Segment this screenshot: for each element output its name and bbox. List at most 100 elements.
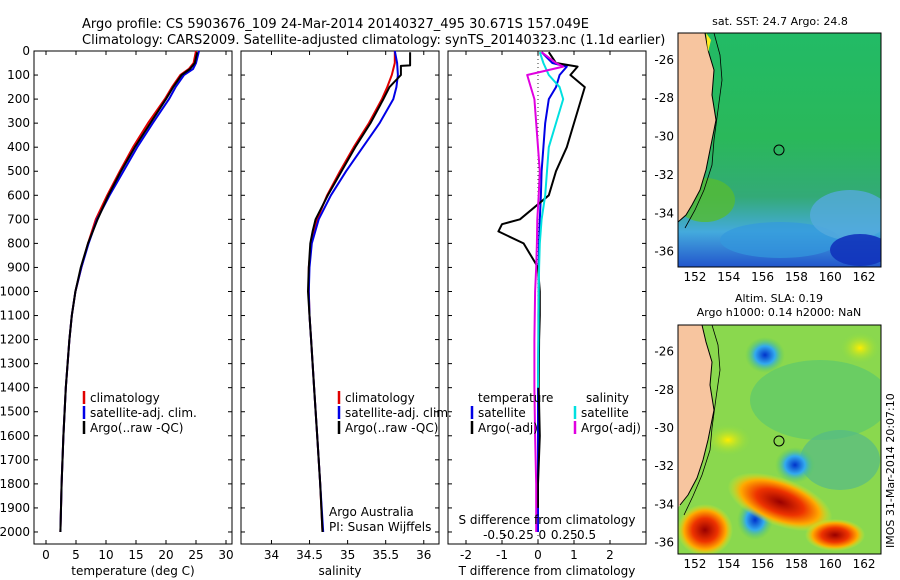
y-tick-label: 700 (7, 212, 30, 226)
pi-label: PI: Susan Wijffels (329, 520, 431, 534)
difference-xlabel-top: S difference from climatology (459, 513, 636, 527)
x-tick-label: 15 (128, 548, 143, 562)
map-x-tick-label: 152 (683, 557, 706, 571)
sst-map-image (678, 33, 881, 267)
x-tick-label: 0 (534, 548, 542, 562)
series-difference-temperature-argo-adj- (497, 51, 586, 508)
difference-legend: temperature salinity satellite Argo(-adj… (470, 391, 641, 435)
x-tick-label: 5 (72, 548, 80, 562)
series-difference-salinity-argo-adj- (526, 51, 565, 532)
y-tick-label: 500 (7, 164, 30, 178)
x-tick-label: 34 (264, 548, 279, 562)
y-tick-label: 1700 (0, 453, 30, 467)
argo-australia-label: Argo Australia (329, 505, 414, 519)
legend-label-satellite: satellite-adj. clim. (345, 406, 452, 420)
legend-title-temperature: temperature (478, 391, 553, 405)
axis-ticks: 0 5 10 15 20 25 300100200300400500600700800900… (0, 44, 876, 571)
x-tick-label: 2 (606, 548, 614, 562)
map-x-tick-label: 154 (717, 557, 740, 571)
title-line-1: Argo profile: CS 5903676_109 24-Mar-2014… (82, 17, 589, 32)
map-x-tick-label: 162 (853, 270, 876, 284)
sla-map-frame (677, 324, 882, 555)
map-y-tick-label: -36 (654, 536, 674, 550)
y-tick-label: 900 (7, 260, 30, 274)
y-tick-label: 1200 (0, 333, 30, 347)
legend-label-climatology: climatology (345, 391, 415, 405)
sla-map-title-2: Argo h1000: 0.14 h2000: NaN (697, 306, 862, 319)
map-x-tick-label: 152 (683, 270, 706, 284)
map-y-tick-label: -34 (654, 497, 674, 511)
legend-label-satellite: satellite-adj. clim. (90, 406, 197, 420)
x-tick-label: 36 (416, 548, 431, 562)
legend-label-s-satellite: satellite (581, 406, 629, 420)
y-tick-label: 1300 (0, 357, 30, 371)
y-tick-label: 300 (7, 116, 30, 130)
sst-map-title: sat. SST: 24.7 Argo: 24.8 (712, 15, 848, 28)
argo-position-marker (773, 144, 785, 156)
x-tick-label: 35 (340, 548, 355, 562)
series-salinity-satellite-adj-clim- (307, 50, 399, 533)
map-y-tick-label: -26 (654, 345, 674, 359)
map-y-tick-label: -34 (654, 206, 674, 220)
y-tick-label: 800 (7, 236, 30, 250)
map-x-tick-label: 162 (853, 557, 876, 571)
map-y-tick-label: -36 (654, 245, 674, 259)
y-tick-label: 100 (7, 68, 30, 82)
map-y-tick-label: -28 (654, 383, 674, 397)
map-y-tick-label: -28 (654, 91, 674, 105)
y-tick-label: 400 (7, 140, 30, 154)
x-tick-label: 34.5 (296, 548, 323, 562)
y-tick-label: 1800 (0, 477, 30, 491)
map-y-tick-label: -32 (654, 459, 674, 473)
x-tick-label: 1 (570, 548, 578, 562)
y-tick-label: 1100 (0, 309, 30, 323)
x-tick-label: 35.5 (372, 548, 399, 562)
map-y-tick-label: -30 (654, 130, 674, 144)
y-tick-label: 1000 (0, 284, 30, 298)
x-tick-label: -1 (496, 548, 508, 562)
legend-label-argo: Argo(..raw -QC) (90, 421, 183, 435)
legend-label-t-argo: Argo(-adj) (478, 421, 538, 435)
argo-position-marker (773, 435, 785, 447)
y-tick-label: 0 (22, 44, 30, 58)
chart-series (59, 50, 586, 544)
series-difference-temperature-satellite (537, 51, 568, 532)
x-top-tick-label: -0.25 (503, 528, 534, 542)
series-temperature-argo-raw-qc- (59, 51, 199, 533)
map-x-tick-label: 156 (751, 270, 774, 284)
map-y-tick-label: -30 (654, 421, 674, 435)
y-tick-label: 200 (7, 92, 30, 106)
y-tick-label: 600 (7, 188, 30, 202)
x-top-tick-label: 0 (538, 528, 546, 542)
x-tick-label: 20 (158, 548, 173, 562)
x-top-tick-label: 0.5 (577, 528, 596, 542)
x-tick-label: 0 (42, 548, 50, 562)
map-x-tick-label: 158 (785, 557, 808, 571)
series-salinity-argo-raw-qc- (307, 52, 412, 533)
x-top-tick-label: -0.5 (483, 528, 506, 542)
y-tick-label: 1500 (0, 405, 30, 419)
temperature-xlabel: temperature (deg C) (71, 564, 194, 578)
y-tick-label: 1400 (0, 381, 30, 395)
legend-label-argo: Argo(..raw -QC) (345, 421, 438, 435)
sst-map-frame (677, 32, 882, 268)
x-tick-label: 10 (98, 548, 113, 562)
legend-label-t-satellite: satellite (478, 406, 526, 420)
y-tick-label: 1600 (0, 429, 30, 443)
y-tick-label: 2000 (0, 525, 30, 539)
x-tick-label: 25 (188, 548, 203, 562)
salinity-xlabel: salinity (318, 564, 361, 578)
map-x-tick-label: 154 (717, 270, 740, 284)
legend-label-s-argo: Argo(-adj) (581, 421, 641, 435)
imos-stamp: IMOS 31-Mar-2014 20:07:10 (884, 393, 897, 548)
series-temperature-climatology (59, 50, 197, 533)
difference-axes (447, 50, 647, 545)
x-tick-label: -2 (460, 548, 472, 562)
sla-map-title-1: Altim. SLA: 0.19 (735, 292, 823, 305)
map-x-tick-label: 156 (751, 557, 774, 571)
sla-map-image (678, 325, 881, 554)
map-x-tick-label: 158 (785, 270, 808, 284)
temperature-legend: climatology satellite-adj. clim. Argo(..… (82, 391, 197, 435)
y-tick-label: 1900 (0, 501, 30, 515)
